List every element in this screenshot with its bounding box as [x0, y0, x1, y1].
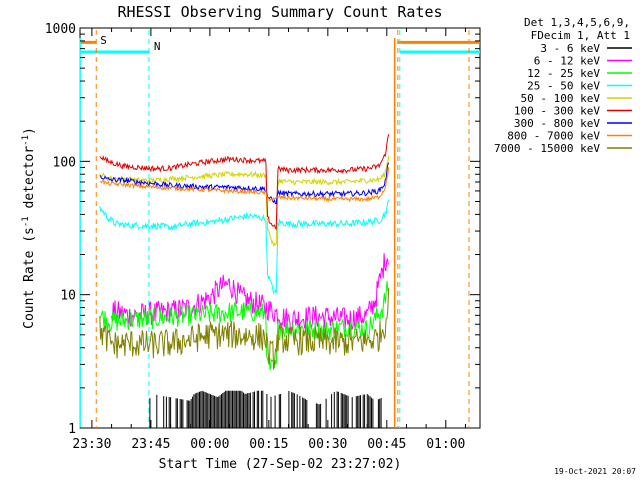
x-tick-label: 00:00 [190, 437, 229, 452]
series-100-300keV [99, 134, 390, 231]
legend-entry-label: 800 - 7000 keV [507, 130, 600, 143]
footer-timestamp: 19-Oct-2021 20:07 [554, 467, 636, 476]
series-25-50keV [99, 199, 390, 295]
series-line-6-12-kev [111, 253, 389, 332]
legend-header-decimation: FDecim 1, Att 1 [531, 29, 630, 42]
series-12-25keV [99, 281, 390, 371]
legend-entry-label: 7000 - 15000 keV [494, 142, 600, 155]
y-tick-label: 100 [53, 155, 76, 170]
legend-entry-label: 50 - 100 keV [521, 92, 601, 105]
series-line-50-100-kev [99, 155, 390, 247]
x-tick-label: 01:00 [426, 437, 465, 452]
legend-entry-label: 300 - 800 keV [514, 117, 600, 130]
y-tick-label: 1000 [45, 22, 76, 37]
y-tick-label: 10 [60, 289, 76, 304]
legend-entry-label: 3 - 6 keV [540, 42, 600, 55]
series-line-12-25-kev [99, 281, 390, 371]
series-50-100keV [99, 155, 390, 247]
series-line-25-50-kev [99, 199, 390, 295]
series-layer [99, 134, 390, 428]
series-800-7000keV [99, 167, 390, 204]
legend-header-detectors: Det 1,3,4,5,6,9, [524, 16, 630, 29]
x-tick-label: 00:45 [367, 437, 406, 452]
x-tick-label: 00:30 [308, 437, 347, 452]
saa-label: S [100, 34, 107, 47]
series-300-800keV [99, 162, 390, 205]
night-label: N [154, 40, 161, 53]
legend-entry-label: 6 - 12 keV [534, 55, 601, 68]
legend-entry-label: 100 - 300 keV [514, 105, 600, 118]
x-tick-label: 23:45 [131, 437, 170, 452]
y-tick-label: 1 [68, 422, 76, 437]
x-axis-label: Start Time (27-Sep-02 23:27:02) [159, 457, 402, 472]
series-7000-15000keV [99, 287, 390, 370]
chart-title: RHESSI Observing Summary Count Rates [117, 3, 442, 21]
series-line-3-6-kev [149, 390, 382, 428]
series-line-800-7000-kev [99, 167, 390, 204]
series-3-6keV [149, 390, 382, 428]
series-line-7000-15000-kev [99, 287, 390, 370]
x-tick-label: 23:30 [72, 437, 111, 452]
y-axis-label: Count Rate (s-1 detector-1) [21, 127, 37, 329]
x-tick-label: 00:15 [249, 437, 288, 452]
series-line-300-800-kev [99, 162, 390, 205]
y-axis: 1 10 100 1000 [45, 22, 480, 437]
x-axis: 23:30 23:45 00:00 00:15 00:30 00:45 01:00 [72, 28, 466, 452]
legend: Det 1,3,4,5,6,9, FDecim 1, Att 1 3 - 6 k… [494, 16, 632, 155]
series-line-100-300-kev [99, 134, 390, 231]
legend-entry-label: 25 - 50 keV [527, 80, 600, 93]
series-6-12keV [111, 253, 389, 332]
legend-entry-label: 12 - 25 keV [527, 67, 600, 80]
